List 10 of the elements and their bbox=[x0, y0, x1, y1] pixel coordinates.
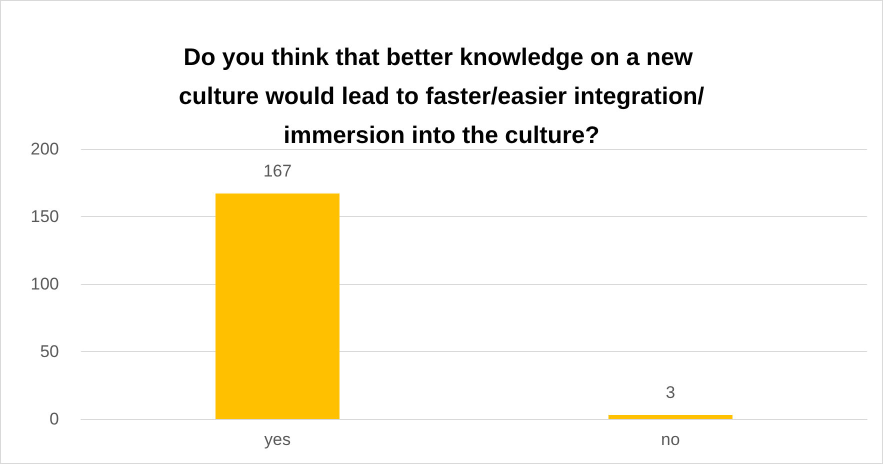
x-tick-label: yes bbox=[264, 430, 291, 449]
y-tick-label: 100 bbox=[30, 274, 59, 294]
y-tick-label: 50 bbox=[40, 342, 59, 361]
y-tick-label: 0 bbox=[50, 410, 59, 428]
x-tick-label: no bbox=[661, 430, 680, 449]
y-tick-label: 200 bbox=[30, 140, 59, 158]
data-label: 3 bbox=[666, 382, 676, 402]
y-tick-label: 150 bbox=[30, 207, 59, 226]
chart-title: Do you think that better knowledge on a new culture would lead to faster/easier integration/immersion into the culture? bbox=[178, 44, 705, 149]
data-label: 167 bbox=[263, 162, 292, 181]
